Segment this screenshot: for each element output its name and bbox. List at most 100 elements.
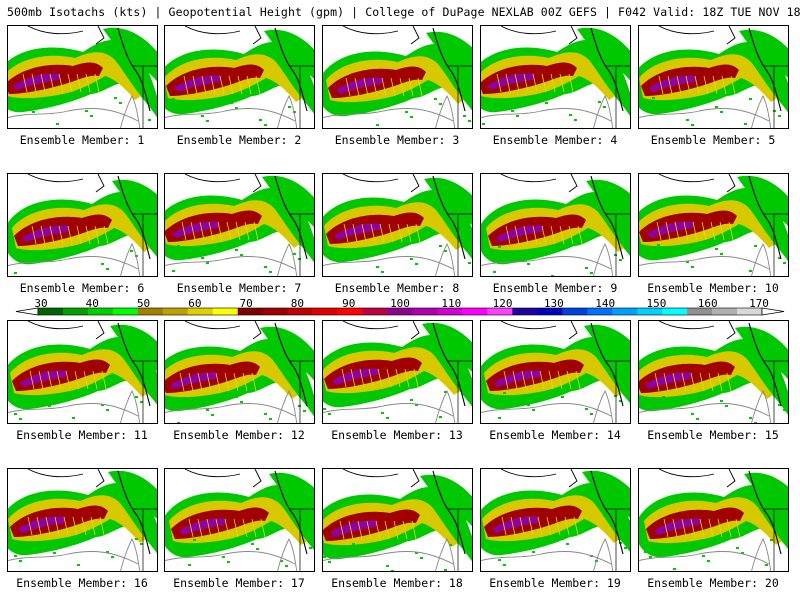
isotach-hatch xyxy=(568,73,574,93)
isotach-speckle xyxy=(511,110,514,112)
isotach-speckle xyxy=(43,400,46,402)
isotach-speckle xyxy=(72,417,75,419)
isotach-speckle xyxy=(269,418,272,420)
isotach-speckle xyxy=(657,244,660,246)
colorbar-swatch xyxy=(187,308,214,315)
colorbar-swatch xyxy=(312,308,338,315)
isotach-hatch xyxy=(530,370,536,390)
isotach-hatch xyxy=(201,75,207,95)
isotach-speckle xyxy=(235,249,238,251)
isotach-map-icon xyxy=(165,321,314,423)
isotach-hatch xyxy=(350,368,356,388)
coastline-west xyxy=(432,27,466,112)
isotach-hatch xyxy=(735,518,741,538)
isotach-speckle xyxy=(135,538,138,540)
isotach-speckle xyxy=(77,392,80,394)
isotach-speckle xyxy=(673,568,676,570)
colorbar-swatch xyxy=(137,308,164,315)
coastline-north xyxy=(342,26,420,45)
isotach-band-110kt xyxy=(654,518,702,535)
colorbar-swatch xyxy=(387,308,413,315)
isotach-speckle xyxy=(352,395,355,397)
isotach-hatch xyxy=(503,370,509,390)
colorbar-tick-label: 140 xyxy=(595,297,616,310)
isotach-hatch xyxy=(557,370,563,390)
isotach-band-northeast xyxy=(260,326,314,381)
isotach-speckle xyxy=(77,564,80,566)
ensemble-member-label: Ensemble Member: 13 xyxy=(331,428,463,442)
isotach-hatch xyxy=(67,225,73,245)
isotach-hatch xyxy=(384,520,390,540)
isotach-hatch xyxy=(708,372,714,392)
isotach-speckle xyxy=(783,262,786,264)
height-contour xyxy=(639,551,770,565)
isotach-speckle xyxy=(114,97,117,99)
isotach-hatch xyxy=(76,73,82,93)
isotach-speckle xyxy=(662,396,665,398)
isotach-speckle xyxy=(56,123,59,125)
isotach-hatch xyxy=(573,516,579,536)
isotach-hatch xyxy=(63,516,69,536)
isotach-hatch xyxy=(390,77,396,97)
height-contour-island xyxy=(435,94,456,128)
isotach-speckle xyxy=(410,399,413,401)
isotach-speckle xyxy=(778,404,781,406)
colorbar-swatch xyxy=(612,308,638,315)
isotach-speckle xyxy=(177,245,180,247)
isotach-speckle xyxy=(449,544,452,546)
isotach-hatch xyxy=(208,221,214,241)
isotach-speckle xyxy=(598,101,601,103)
isotach-hatch xyxy=(413,368,419,388)
isotach-hatch xyxy=(726,372,732,392)
isotach-band-110kt xyxy=(179,518,227,535)
isotach-map-icon xyxy=(639,26,788,128)
isotach-hatch xyxy=(206,518,212,538)
isotach-hatch xyxy=(514,73,520,93)
height-contour xyxy=(165,403,296,417)
isotach-band-northeast xyxy=(424,177,472,226)
isotach-speckle xyxy=(381,412,384,414)
height-contour xyxy=(481,551,612,565)
isotach-speckle xyxy=(347,249,350,251)
isotach-hatch xyxy=(31,225,37,245)
isotach-speckle xyxy=(720,400,723,402)
isotach-speckle xyxy=(540,97,543,99)
height-contour xyxy=(639,403,770,417)
isotach-speckle xyxy=(686,261,689,263)
isotach-speckle xyxy=(386,565,389,567)
ensemble-member-label: Ensemble Member: 9 xyxy=(492,281,618,295)
isotach-speckle xyxy=(590,272,593,274)
coastline-west xyxy=(748,322,782,407)
isotach-hatch xyxy=(99,516,105,536)
isotach-speckle xyxy=(410,116,413,118)
isotach-speckle xyxy=(773,110,776,112)
coastline-west xyxy=(590,175,624,260)
isotach-speckle xyxy=(106,409,109,411)
isotach-hatch xyxy=(357,520,363,540)
isotach-speckle xyxy=(765,564,768,566)
isotach-hatch xyxy=(47,370,53,390)
coastline-north xyxy=(184,26,262,45)
colorbar-tick-label: 80 xyxy=(290,297,305,310)
ensemble-member-label: Ensemble Member: 17 xyxy=(173,576,305,590)
coastline-west xyxy=(748,470,782,555)
colorbar-tick-label: 70 xyxy=(239,297,253,310)
isotach-hatch xyxy=(228,75,234,95)
colorbar-tick-label: 120 xyxy=(492,297,513,310)
isotach-speckle xyxy=(119,102,122,104)
coastline-north xyxy=(658,26,736,45)
border-lines xyxy=(290,360,314,423)
colorbar-swatch xyxy=(412,308,438,315)
colorbar-swatch xyxy=(112,308,139,315)
colorbar-tick-label: 100 xyxy=(390,297,410,310)
coastline-west xyxy=(117,175,151,260)
border-lines xyxy=(764,213,788,276)
height-contour-island xyxy=(120,389,141,423)
isotach-speckle xyxy=(172,270,175,272)
isotach-hatch xyxy=(505,73,511,93)
isotach-band-110kt xyxy=(494,370,542,387)
isotach-hatch xyxy=(343,223,349,243)
colorbar-arrow-right-icon xyxy=(761,307,785,316)
isotach-hatch xyxy=(219,75,225,95)
isotach-hatch xyxy=(510,516,516,536)
